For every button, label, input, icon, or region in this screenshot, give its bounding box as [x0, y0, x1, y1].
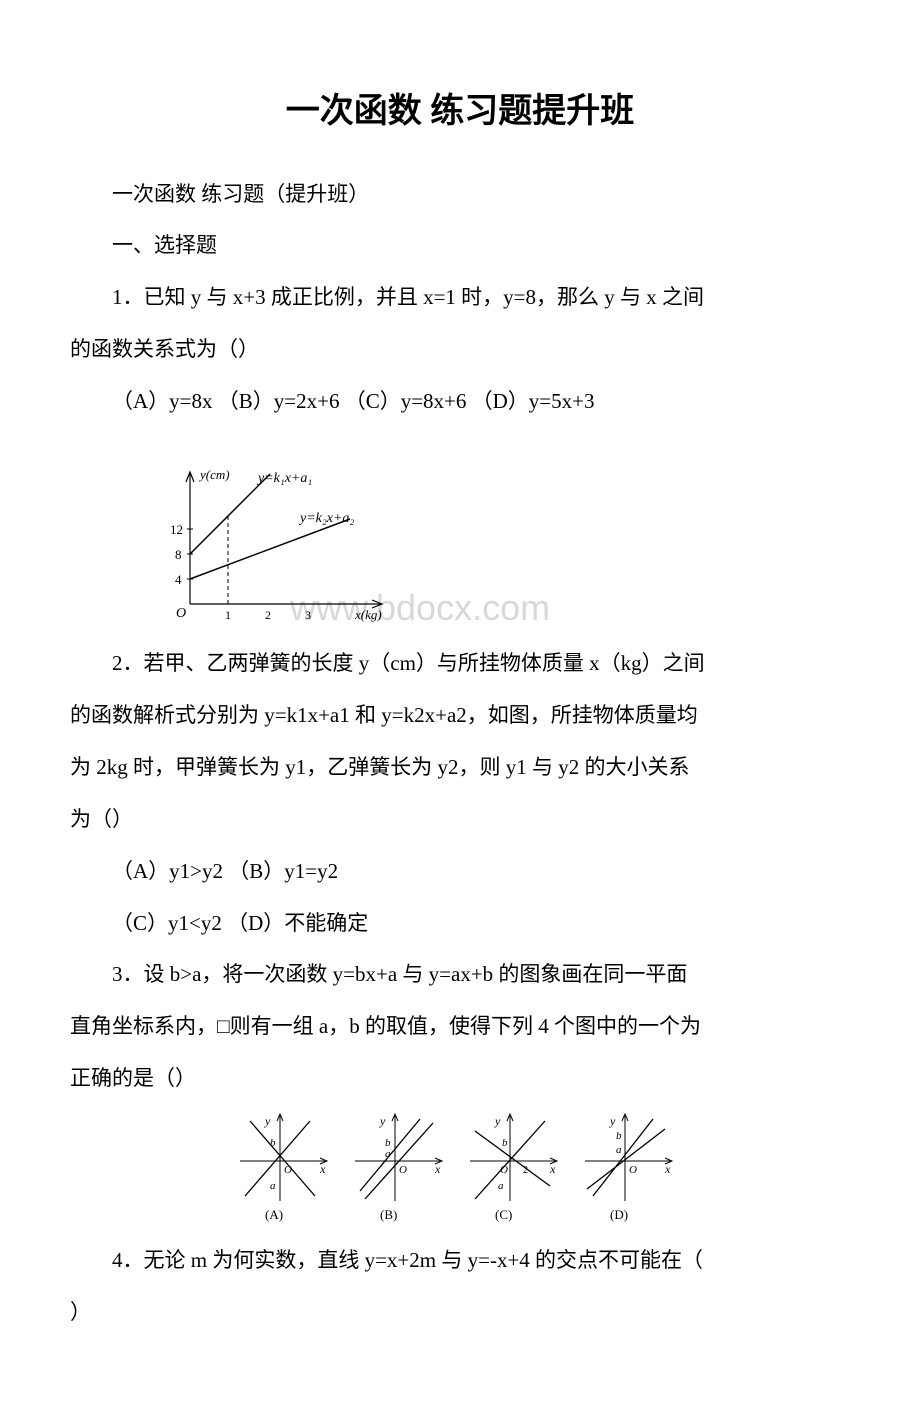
svg-text:(C): (C)	[495, 1207, 512, 1222]
line2-label: y=k₂x+a₂	[298, 511, 354, 526]
svg-text:x: x	[319, 1162, 326, 1176]
xtick-3: 3	[305, 608, 311, 622]
svg-text:O: O	[500, 1164, 508, 1176]
page-title: 一次函数 练习题提升班	[70, 80, 850, 145]
origin-label: O	[176, 606, 186, 621]
svg-text:b: b	[616, 1130, 622, 1142]
svg-text:(D): (D)	[610, 1207, 628, 1222]
svg-text:b: b	[270, 1137, 276, 1149]
q3-text-line3: 正确的是（）	[70, 1059, 850, 1099]
svg-text:(A): (A)	[265, 1207, 283, 1222]
q1-options: （A）y=8x （B）y=2x+6 （C）y=8x+6 （D）y=5x+3	[70, 382, 850, 422]
q3-text-line1: 3．设 b>a，将一次函数 y=bx+a 与 y=ax+b 的图象画在同一平面	[70, 955, 850, 995]
q4-text-line1: 4．无论 m 为何实数，直线 y=x+2m 与 y=-x+4 的交点不可能在（	[70, 1241, 850, 1281]
svg-text:2: 2	[523, 1165, 528, 1176]
svg-text:a: a	[616, 1144, 622, 1156]
xtick-1: 1	[225, 608, 231, 622]
svg-text:y: y	[264, 1114, 271, 1128]
svg-text:y: y	[494, 1114, 501, 1128]
q1-text-line2: 的函数关系式为（）	[70, 330, 850, 370]
xtick-2: 2	[265, 608, 271, 622]
y-axis-label: y(cm)	[198, 467, 230, 482]
svg-text:b: b	[502, 1137, 508, 1149]
q1-text-line1: 1．已知 y 与 x+3 成正比例，并且 x=1 时，y=8，那么 y 与 x …	[70, 278, 850, 318]
svg-text:y: y	[379, 1114, 386, 1128]
q4-text-line2: ）	[70, 1293, 850, 1333]
svg-text:O: O	[629, 1164, 637, 1176]
svg-text:a: a	[270, 1180, 276, 1192]
subtitle-line: 一次函数 练习题（提升班）	[70, 175, 850, 215]
svg-text:x: x	[434, 1162, 441, 1176]
q2-text-line1: 2．若甲、乙两弹簧的长度 y（cm）与所挂物体质量 x（kg）之间	[70, 644, 850, 684]
svg-text:y: y	[609, 1114, 616, 1128]
svg-text:a: a	[385, 1148, 391, 1160]
x-axis-label: x(kg)	[354, 607, 382, 622]
svg-text:O: O	[284, 1164, 292, 1176]
chart-four-panels: y x O b a (A) y x O b a (B)	[230, 1111, 850, 1231]
svg-text:x: x	[664, 1162, 671, 1176]
ytick-8: 8	[175, 547, 182, 562]
chart-spring-graph: www.bdocx.com 4 8 12 1 2 3 O y(cm) y=k₁x…	[170, 464, 850, 634]
svg-text:(B): (B)	[380, 1207, 397, 1222]
ytick-12: 12	[170, 522, 183, 537]
q2-options-ab: （A）y1>y2 （B）y1=y2	[70, 852, 850, 892]
line1-label: y=k₁x+a₁	[256, 471, 312, 486]
q2-text-line3: 为 2kg 时，甲弹簧长为 y1，乙弹簧长为 y2，则 y1 与 y2 的大小关…	[70, 748, 850, 788]
section-heading: 一、选择题	[70, 226, 850, 266]
svg-text:x: x	[549, 1162, 556, 1176]
svg-text:a: a	[498, 1180, 504, 1192]
q2-options-cd: （C）y1<y2 （D）不能确定	[70, 904, 850, 944]
ytick-4: 4	[175, 572, 182, 587]
svg-text:O: O	[399, 1164, 407, 1176]
q3-text-line2: 直角坐标系内，□则有一组 a，b 的取值，使得下列 4 个图中的一个为	[70, 1007, 850, 1047]
q2-text-line2: 的函数解析式分别为 y=k1x+a1 和 y=k2x+a2，如图，所挂物体质量均	[70, 696, 850, 736]
q2-text-line4: 为（）	[70, 800, 850, 840]
